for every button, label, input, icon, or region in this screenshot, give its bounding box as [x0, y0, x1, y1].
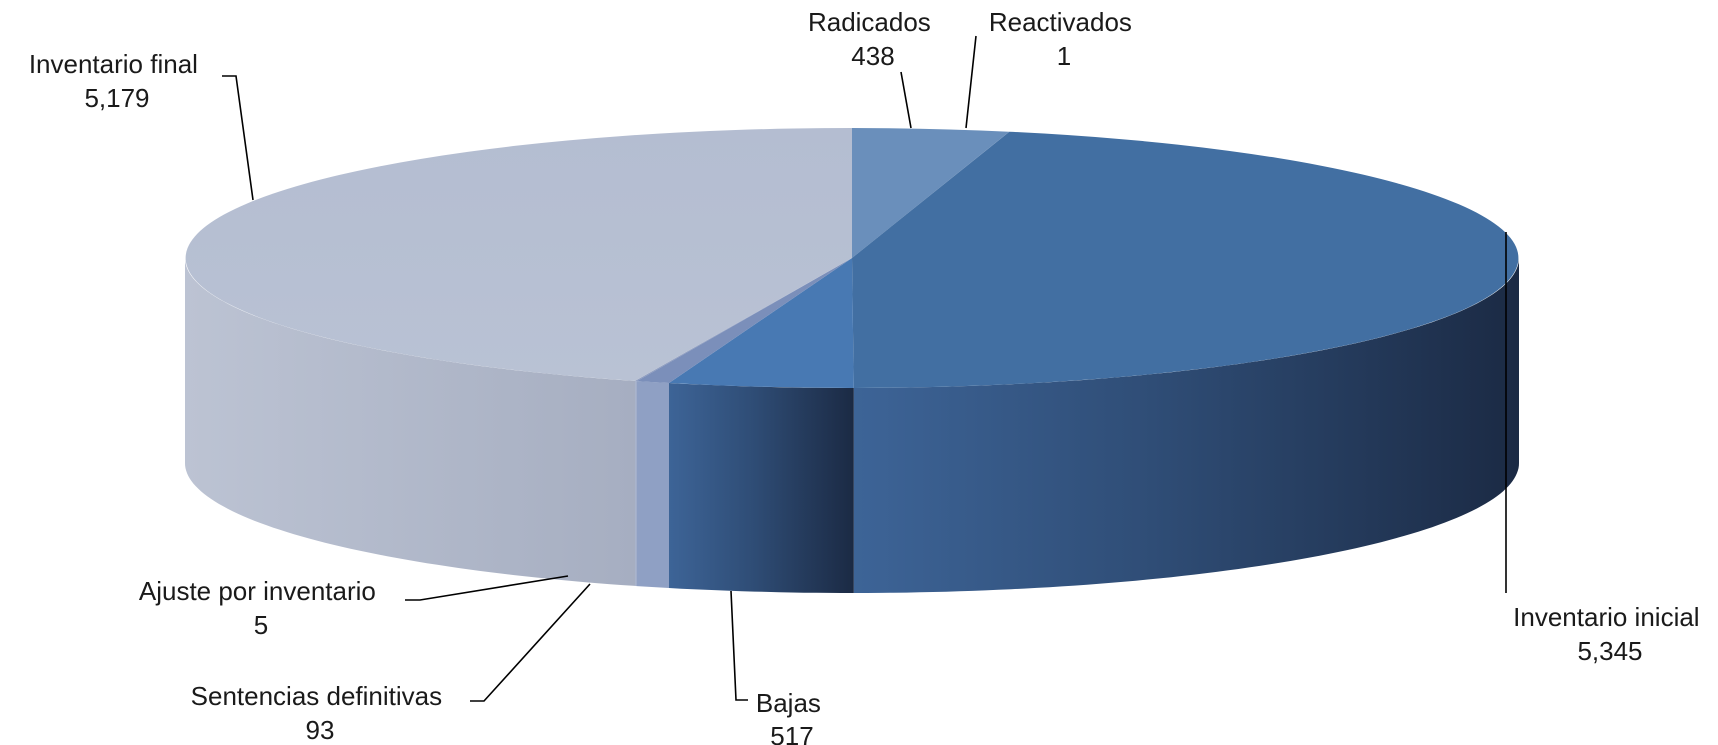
- label-ajuste-por-inventario-value: 5: [254, 610, 268, 640]
- label-bajas: Bajas 517: [756, 688, 828, 745]
- slice-inventario-inicial: [852, 131, 1519, 388]
- leader-line-bajas: [730, 590, 748, 701]
- slice-side-sentencias-definitivas: [636, 381, 669, 588]
- slice-side-inventario-final: [185, 258, 636, 586]
- label-reactivados: Reactivados 1: [989, 7, 1139, 71]
- leader-line-sentencias-definitivas: [470, 583, 591, 702]
- label-ajuste-por-inventario-name: Ajuste por inventario: [139, 576, 376, 606]
- data-labels: Radicados 438 Reactivados 1 Inventario f…: [29, 7, 1707, 745]
- pie-sides: [185, 258, 1519, 593]
- leader-line-inventario-final: [222, 75, 254, 201]
- label-inventario-final-name: Inventario final: [29, 49, 198, 79]
- slice-radicados: [852, 128, 1010, 258]
- slice-side-inventario-inicial: [853, 258, 1519, 593]
- label-inventario-final: Inventario final 5,179: [29, 49, 205, 113]
- label-inventario-inicial: Inventario inicial 5,345: [1513, 602, 1707, 666]
- pie-slices: [185, 128, 1519, 389]
- slice-side-ajuste-por-inventario: [635, 380, 637, 587]
- label-sentencias-definitivas-value: 93: [306, 715, 335, 745]
- slice-reactivados: [852, 131, 1010, 258]
- leader-line-reactivados: [965, 35, 977, 129]
- slice-inventario-final: [185, 128, 852, 381]
- label-reactivados-name: Reactivados: [989, 7, 1132, 37]
- label-bajas-name: Bajas: [756, 688, 821, 718]
- label-inventario-inicial-name: Inventario inicial: [1513, 602, 1699, 632]
- label-radicados-name: Radicados: [808, 7, 931, 37]
- label-radicados-value: 438: [851, 41, 894, 71]
- slice-side-bajas: [669, 383, 854, 593]
- leader-line-ajuste-por-inventario: [405, 575, 569, 601]
- label-inventario-final-value: 5,179: [84, 83, 149, 113]
- slice-sentencias-definitivas: [636, 258, 852, 383]
- label-bajas-value: 517: [770, 721, 813, 745]
- label-sentencias-definitivas-name: Sentencias definitivas: [191, 681, 442, 711]
- label-reactivados-value: 1: [1057, 41, 1071, 71]
- label-inventario-inicial-value: 5,345: [1577, 636, 1642, 666]
- slice-ajuste-por-inventario: [635, 258, 852, 382]
- label-radicados: Radicados 438: [808, 7, 938, 71]
- label-sentencias-definitivas: Sentencias definitivas 93: [191, 681, 450, 745]
- slice-bajas: [669, 258, 854, 389]
- leader-line-radicados: [900, 71, 912, 129]
- label-ajuste-por-inventario: Ajuste por inventario 5: [139, 576, 383, 640]
- leader-lines: [222, 35, 1507, 702]
